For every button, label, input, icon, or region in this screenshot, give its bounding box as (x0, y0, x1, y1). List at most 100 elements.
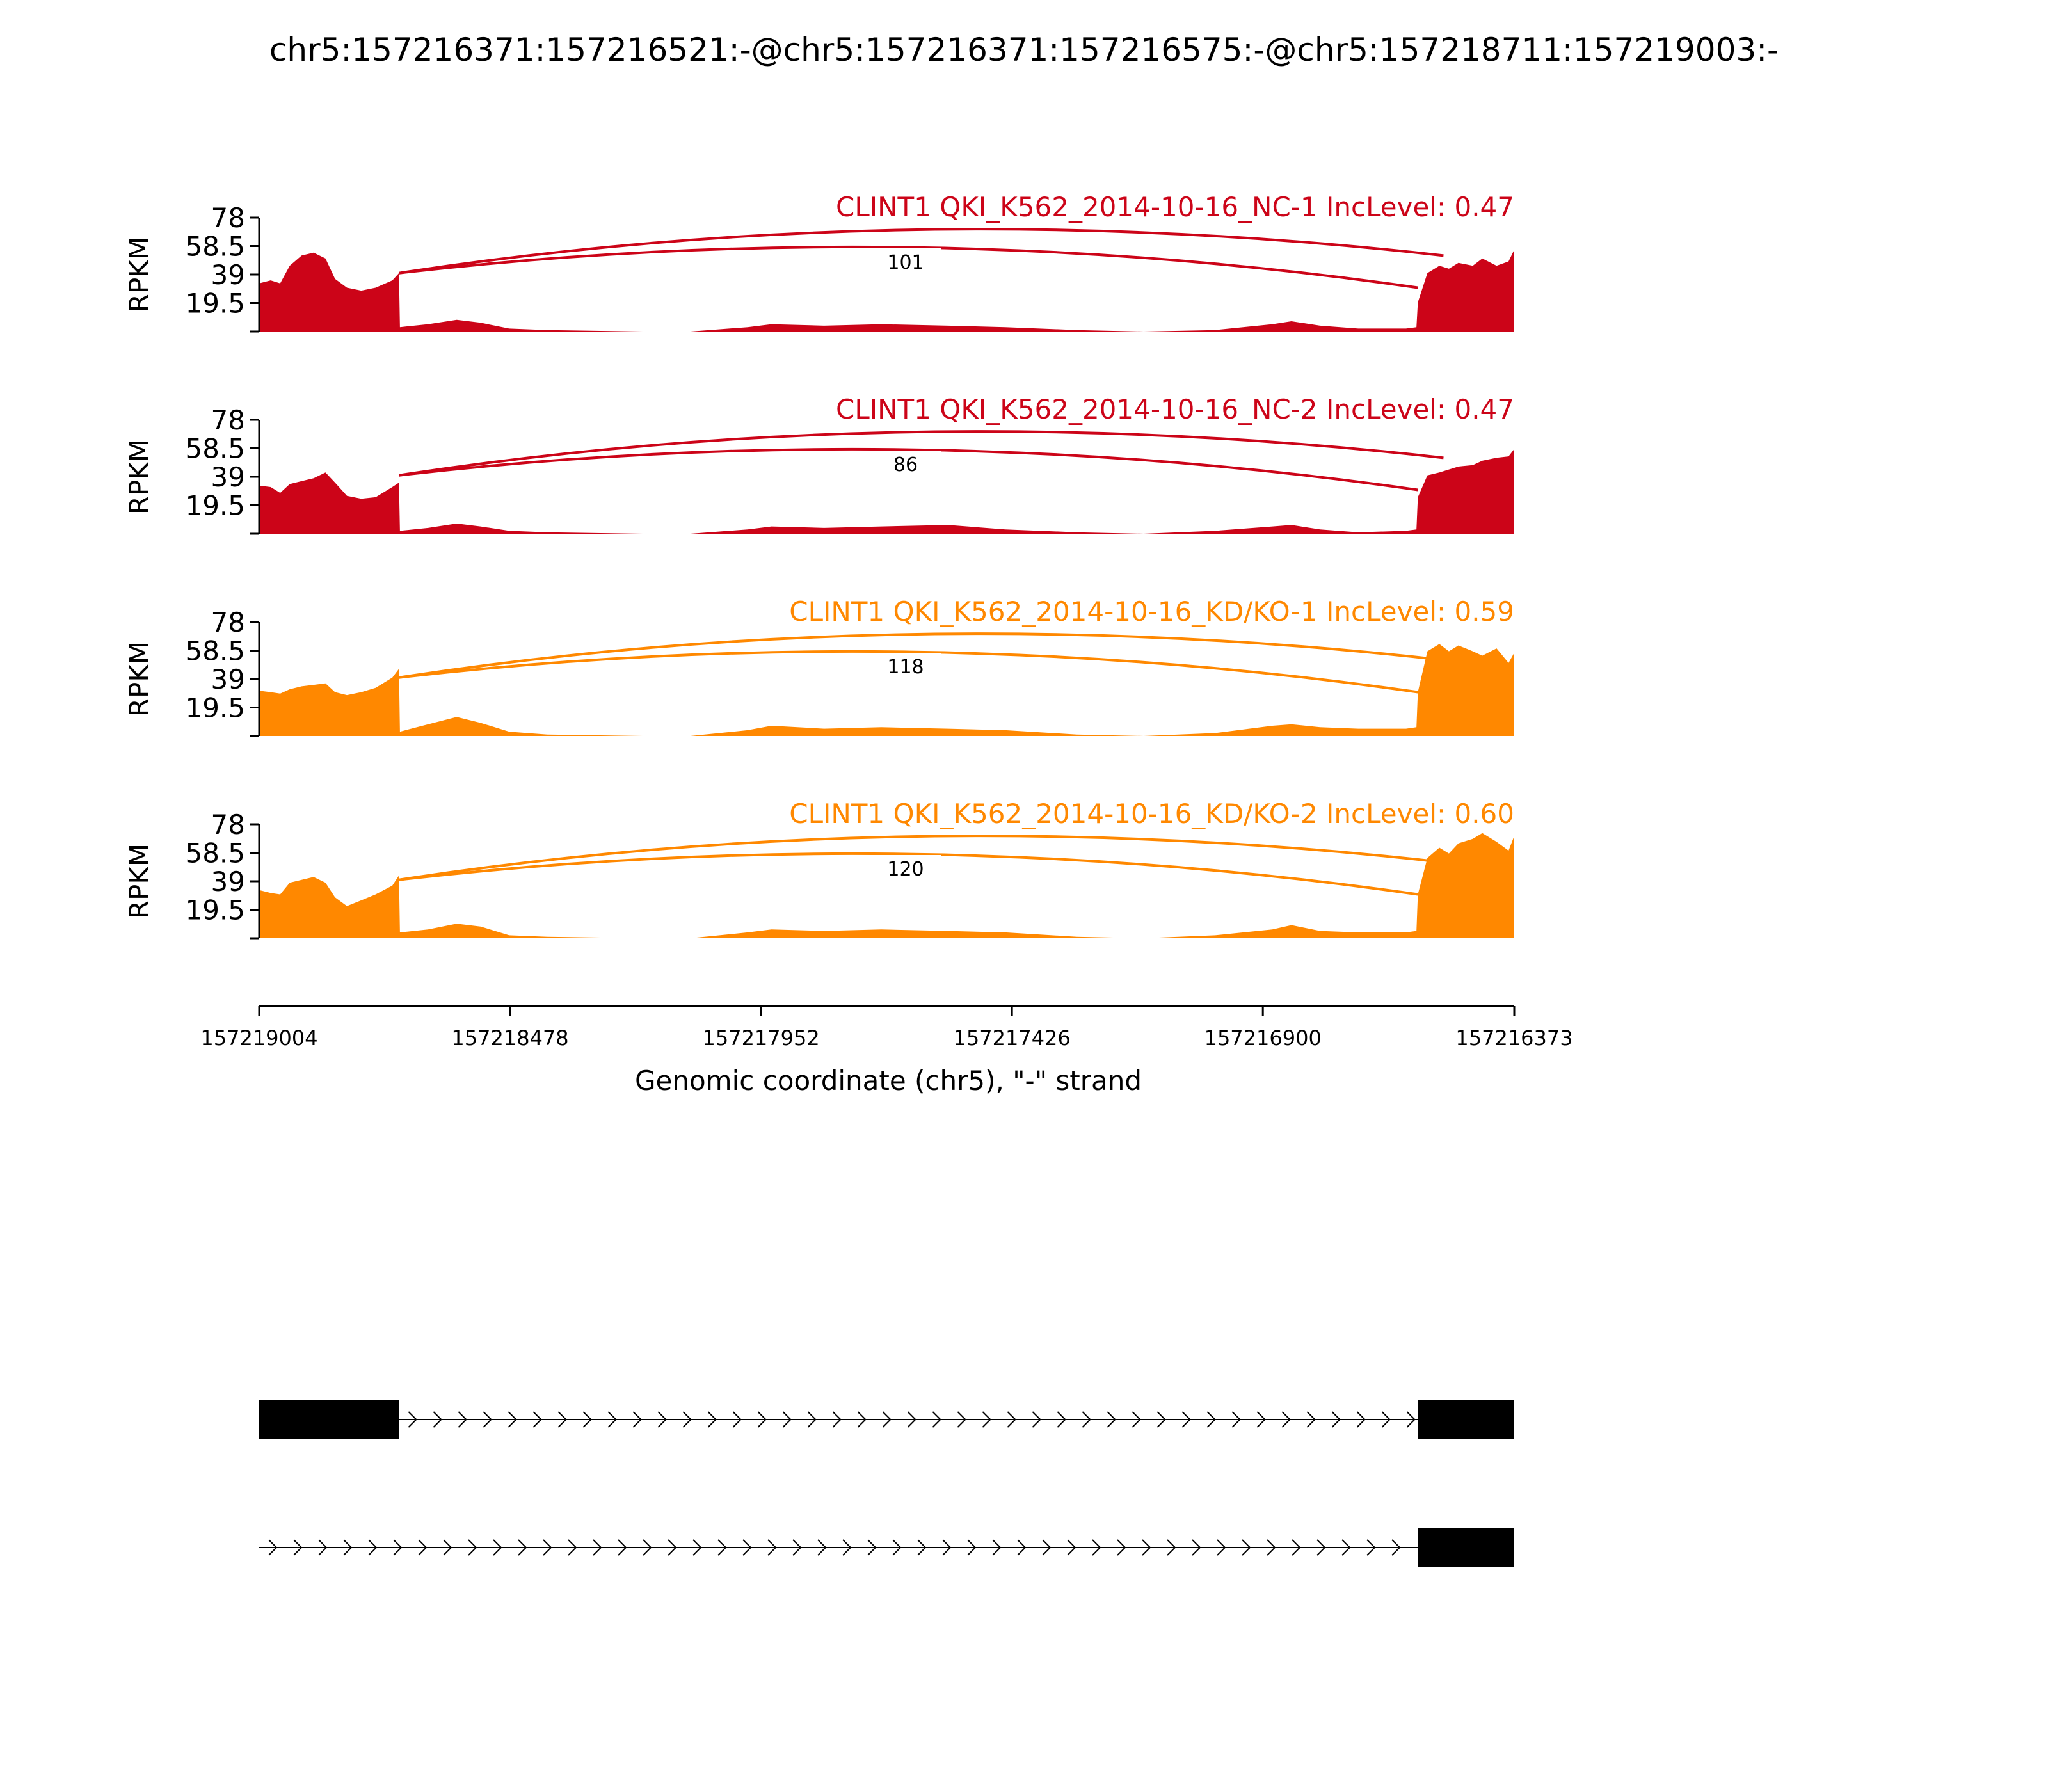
y-tick-label: 58.5 (185, 636, 245, 667)
sample-label: CLINT1 QKI_K562_2014-10-16_NC-2 IncLevel… (836, 394, 1514, 425)
junction-count-backing (870, 653, 941, 682)
strand-chevron (393, 1539, 403, 1556)
coverage-area (259, 449, 1514, 534)
strand-chevron (867, 1539, 877, 1556)
strand-chevron (1107, 1411, 1116, 1428)
sample-label: CLINT1 QKI_K562_2014-10-16_KD/KO-2 IncLe… (789, 798, 1514, 829)
x-tick-label: 157219004 (200, 1026, 317, 1050)
y-tick-label: 39 (211, 664, 245, 695)
junction-count: 118 (887, 656, 924, 678)
junction-arc-inclusion (399, 228, 1444, 275)
strand-chevron (318, 1539, 328, 1556)
y-tick-label: 39 (211, 259, 245, 291)
strand-chevron (433, 1411, 442, 1428)
coverage-area (259, 644, 1514, 736)
strand-chevron (1217, 1539, 1226, 1556)
y-tick-label: 39 (211, 866, 245, 897)
y-tick-label: 78 (211, 404, 245, 436)
exon-block (1418, 1400, 1514, 1439)
strand-chevron (1181, 1411, 1191, 1428)
y-axis-label: RPKM (124, 641, 155, 717)
strand-chevron (1206, 1411, 1216, 1428)
isoform-row (259, 1400, 1514, 1439)
strand-chevron (268, 1539, 278, 1556)
strand-chevron (892, 1539, 902, 1556)
strand-chevron (1231, 1411, 1241, 1428)
coverage-panel: 118 CLINT1 QKI_K562_2014-10-16_KD/KO-1 In… (124, 596, 1514, 737)
junction-count: 101 (887, 252, 924, 274)
junction-arc-skip (399, 447, 1418, 492)
strand-chevron (458, 1411, 467, 1428)
strand-chevron (717, 1539, 727, 1556)
strand-chevron (493, 1539, 502, 1556)
strand-chevron (1017, 1539, 1027, 1556)
y-tick-label: 78 (211, 202, 245, 234)
x-tick-label: 157217426 (954, 1026, 1071, 1050)
strand-chevron (518, 1539, 527, 1556)
strand-chevron (1341, 1539, 1351, 1556)
y-tick-label: 58.5 (185, 838, 245, 869)
junction-count-backing (870, 451, 941, 480)
strand-chevron (1082, 1411, 1091, 1428)
y-tick-label: 39 (211, 461, 245, 493)
strand-chevron (767, 1539, 777, 1556)
strand-chevron (632, 1411, 642, 1428)
strand-chevron (607, 1411, 617, 1428)
strand-chevron (508, 1411, 517, 1428)
strand-chevron (842, 1539, 852, 1556)
junction-arc-skip (399, 245, 1418, 289)
strand-chevron (468, 1539, 477, 1556)
strand-chevron (343, 1539, 353, 1556)
coverage-area (259, 250, 1514, 332)
junction-count-backing (870, 248, 941, 278)
strand-chevron (643, 1539, 652, 1556)
junction-arc-inclusion (399, 430, 1444, 477)
strand-chevron (932, 1411, 941, 1428)
strand-chevron (992, 1539, 1002, 1556)
strand-chevron (293, 1539, 303, 1556)
strand-chevron (857, 1411, 867, 1428)
strand-chevron (657, 1411, 667, 1428)
strand-chevron (568, 1539, 577, 1556)
isoform-track (259, 1400, 1514, 1567)
strand-chevron (1242, 1539, 1251, 1556)
y-tick-label: 58.5 (185, 231, 245, 262)
strand-chevron (1132, 1411, 1141, 1428)
strand-chevron (443, 1539, 452, 1556)
strand-chevron (1256, 1411, 1266, 1428)
strand-chevron (668, 1539, 677, 1556)
x-axis-label: Genomic coordinate (chr5), "-" strand (635, 1065, 1142, 1096)
strand-chevron (1067, 1539, 1076, 1556)
x-tick-label: 157217952 (702, 1026, 819, 1050)
y-axis-label: RPKM (124, 439, 155, 515)
strand-chevron (1167, 1539, 1176, 1556)
y-tick-label: 19.5 (185, 490, 245, 522)
strand-chevron (543, 1539, 552, 1556)
strand-chevron (582, 1411, 592, 1428)
strand-chevron (817, 1539, 827, 1556)
strand-chevron (907, 1411, 916, 1428)
y-tick-label: 19.5 (185, 895, 245, 926)
sample-label: CLINT1 QKI_K562_2014-10-16_NC-1 IncLevel… (836, 191, 1514, 223)
strand-chevron (832, 1411, 842, 1428)
junction-arc-skip (399, 852, 1418, 896)
y-tick-label: 78 (211, 809, 245, 840)
strand-chevron (707, 1411, 717, 1428)
strand-chevron (1117, 1539, 1126, 1556)
strand-chevron (593, 1539, 602, 1556)
strand-chevron (1406, 1411, 1416, 1428)
strand-chevron (532, 1411, 542, 1428)
strand-chevron (408, 1411, 417, 1428)
coverage-panel: 120 CLINT1 QKI_K562_2014-10-16_KD/KO-2 In… (124, 798, 1514, 940)
coverage-panel: 101 CLINT1 QKI_K562_2014-10-16_NC-1 IncLe… (124, 191, 1514, 333)
coverage-panels: 101 CLINT1 QKI_K562_2014-10-16_NC-1 IncLe… (124, 191, 1514, 940)
y-tick-label: 19.5 (185, 288, 245, 319)
strand-chevron (692, 1539, 702, 1556)
strand-chevron (1316, 1539, 1326, 1556)
strand-chevron (1267, 1539, 1276, 1556)
strand-chevron (1366, 1539, 1376, 1556)
junction-count: 86 (893, 454, 918, 476)
strand-chevron (1142, 1539, 1151, 1556)
strand-chevron (1032, 1411, 1041, 1428)
